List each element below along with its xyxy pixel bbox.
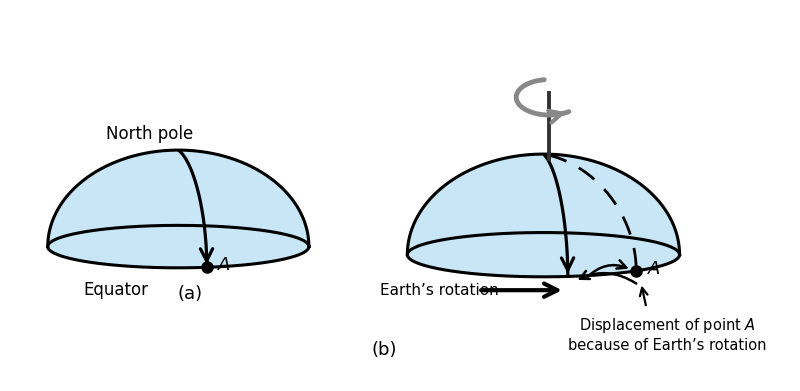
Polygon shape <box>407 154 679 277</box>
Text: (a): (a) <box>177 285 202 303</box>
Text: (b): (b) <box>372 341 398 359</box>
Text: North pole: North pole <box>106 125 194 143</box>
Text: Equator: Equator <box>83 282 148 300</box>
Text: Earth’s rotation: Earth’s rotation <box>380 283 499 298</box>
Polygon shape <box>48 150 309 268</box>
Text: $A$: $A$ <box>217 256 231 274</box>
Text: Displacement of point $A$
because of Earth’s rotation: Displacement of point $A$ because of Ear… <box>569 316 767 353</box>
Text: $A$: $A$ <box>647 260 661 278</box>
